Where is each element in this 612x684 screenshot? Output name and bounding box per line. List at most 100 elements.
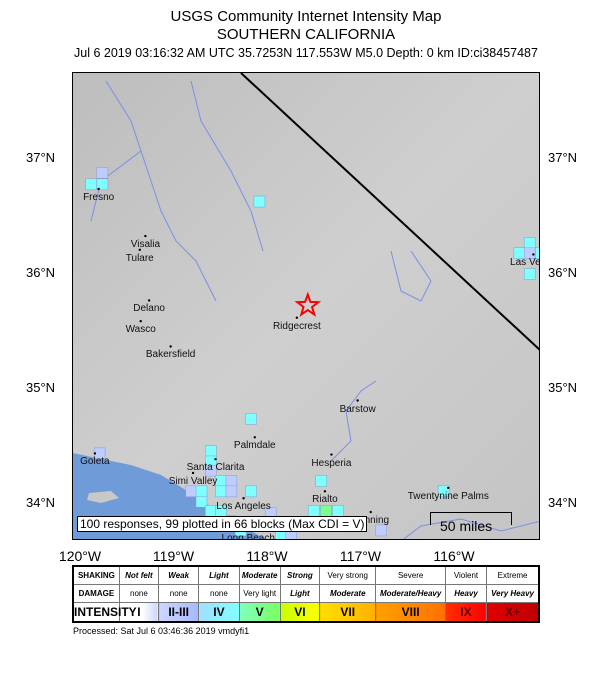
lat-label-left: 34°N	[26, 495, 56, 510]
lat-label-right: 35°N	[548, 380, 578, 395]
cdi-blocks	[85, 167, 539, 539]
city-label: Rialto	[312, 494, 338, 506]
cdi-block	[285, 530, 297, 539]
lon-label: 119°W	[152, 548, 195, 564]
legend-row-shaking: SHAKING Not felt Weak Light Moderate Strong Ve…	[72, 565, 540, 585]
lon-label: 120°W	[58, 548, 102, 564]
legend-cell: Very Heavy	[486, 584, 540, 603]
responses-summary: 100 responses, 99 plotted in 66 blocks (…	[77, 516, 368, 532]
city-label: Twentynine Palms	[407, 490, 489, 502]
city-label: Palmdale	[233, 440, 276, 452]
cdi-block	[375, 524, 387, 537]
legend-cell: Not felt	[118, 565, 160, 585]
cdi-block	[205, 505, 217, 517]
cdi-block	[275, 530, 287, 539]
cdi-block	[535, 247, 539, 260]
legend-cell: VI	[279, 602, 321, 623]
city-dot	[242, 497, 245, 500]
legend-cell: Violent	[444, 565, 488, 585]
cdi-block	[437, 485, 450, 498]
city-dot	[138, 248, 141, 252]
city-dot	[144, 234, 147, 238]
legend-row-intensity: INTENSITY I II-III IV V VI VII VIII IX X+	[72, 602, 540, 623]
cdi-block	[205, 464, 217, 477]
fault-line	[240, 73, 539, 351]
legend-cell: none	[118, 584, 160, 603]
legend-cell: VII	[319, 602, 377, 623]
legend-cell: Light	[279, 584, 321, 603]
cdi-block	[205, 445, 217, 457]
city-dot	[139, 319, 142, 323]
city-dot	[447, 486, 450, 490]
cdi-block	[245, 485, 257, 498]
lat-label-right: 34°N	[548, 495, 578, 510]
city-label: Tulare	[125, 252, 154, 264]
city-label: Banning	[352, 515, 390, 527]
cdi-block	[332, 505, 344, 517]
city-dot	[356, 399, 359, 402]
city-label: Santa Clarita	[186, 462, 245, 474]
legend-cell: Extreme	[486, 565, 540, 585]
intensity-legend: SHAKING Not felt Weak Light Moderate Strong Ve…	[72, 565, 540, 623]
lat-label-right: 37°N	[548, 150, 578, 165]
city-dot	[214, 457, 217, 461]
city-dot	[369, 510, 372, 514]
map-title: USGS Community Internet Intensity Map	[170, 8, 442, 25]
cdi-block	[307, 505, 320, 517]
processed-timestamp: Processed: Sat Jul 6 03:46:36 2019 vmdyf…	[73, 626, 250, 636]
city-label: Long Beach	[221, 533, 275, 540]
event-info: Jul 6 2019 03:16:32 AM UTC 35.7253N 117.…	[74, 46, 538, 60]
city-dot	[147, 299, 151, 302]
intensity-map[interactable]: Fresno Visalia Tulare Delano Wasco Bakersfiel…	[72, 72, 540, 540]
cdi-block	[225, 475, 238, 487]
cdi-block	[85, 178, 97, 191]
city-label: Delano	[133, 303, 165, 315]
lon-label: 117°W	[339, 548, 382, 564]
legend-cell: IX	[444, 602, 488, 623]
legend-cell: Heavy	[444, 584, 488, 603]
legend-cell: IV	[198, 602, 240, 623]
city-dots	[93, 187, 535, 532]
city-label: Ridgecrest	[272, 320, 321, 332]
cdi-block	[320, 505, 332, 517]
cdi-block	[215, 485, 227, 498]
cdi-block	[315, 475, 327, 487]
city-dot	[330, 453, 333, 456]
legend-cell: Very light	[238, 584, 281, 603]
city-label: Wasco	[125, 324, 156, 336]
legend-cell: II-III	[158, 602, 200, 623]
legend-row-label: INTENSITY	[72, 602, 137, 623]
cdi-block	[96, 178, 109, 191]
city-dot	[532, 253, 535, 256]
cdi-block	[195, 495, 208, 508]
city-dot	[253, 436, 256, 439]
city-dot	[191, 471, 195, 475]
city-label: Los Angeles	[216, 501, 271, 513]
legend-cell: Light	[198, 565, 240, 585]
legend-row-label: DAMAGE	[72, 584, 120, 603]
cdi-block	[523, 268, 536, 280]
scale-label: 50 miles	[440, 518, 493, 534]
city-label: Goleta	[80, 456, 110, 468]
legend-cell: X+	[486, 602, 540, 623]
lat-label-right: 36°N	[548, 265, 578, 280]
city-label: Simi Valley	[168, 475, 218, 487]
map-canvas	[73, 73, 539, 539]
legend-cell: I	[118, 602, 160, 623]
city-dot	[97, 187, 100, 191]
lon-label: 116°W	[433, 548, 475, 564]
cdi-block	[523, 237, 536, 249]
city-dot	[295, 316, 299, 319]
epicenter-star-icon	[294, 291, 322, 317]
city-label: Barstow	[339, 403, 376, 415]
cdi-block	[253, 195, 266, 208]
land	[73, 73, 539, 539]
legend-cell: Very strong	[319, 565, 377, 585]
legend-row-label: SHAKING	[72, 565, 120, 585]
legend-cell: Severe	[375, 565, 446, 585]
legend-cell: Strong	[279, 565, 321, 585]
legend-cell: Moderate	[238, 565, 281, 585]
city-dot	[169, 345, 172, 348]
map-subtitle: SOUTHERN CALIFORNIA	[216, 26, 396, 43]
